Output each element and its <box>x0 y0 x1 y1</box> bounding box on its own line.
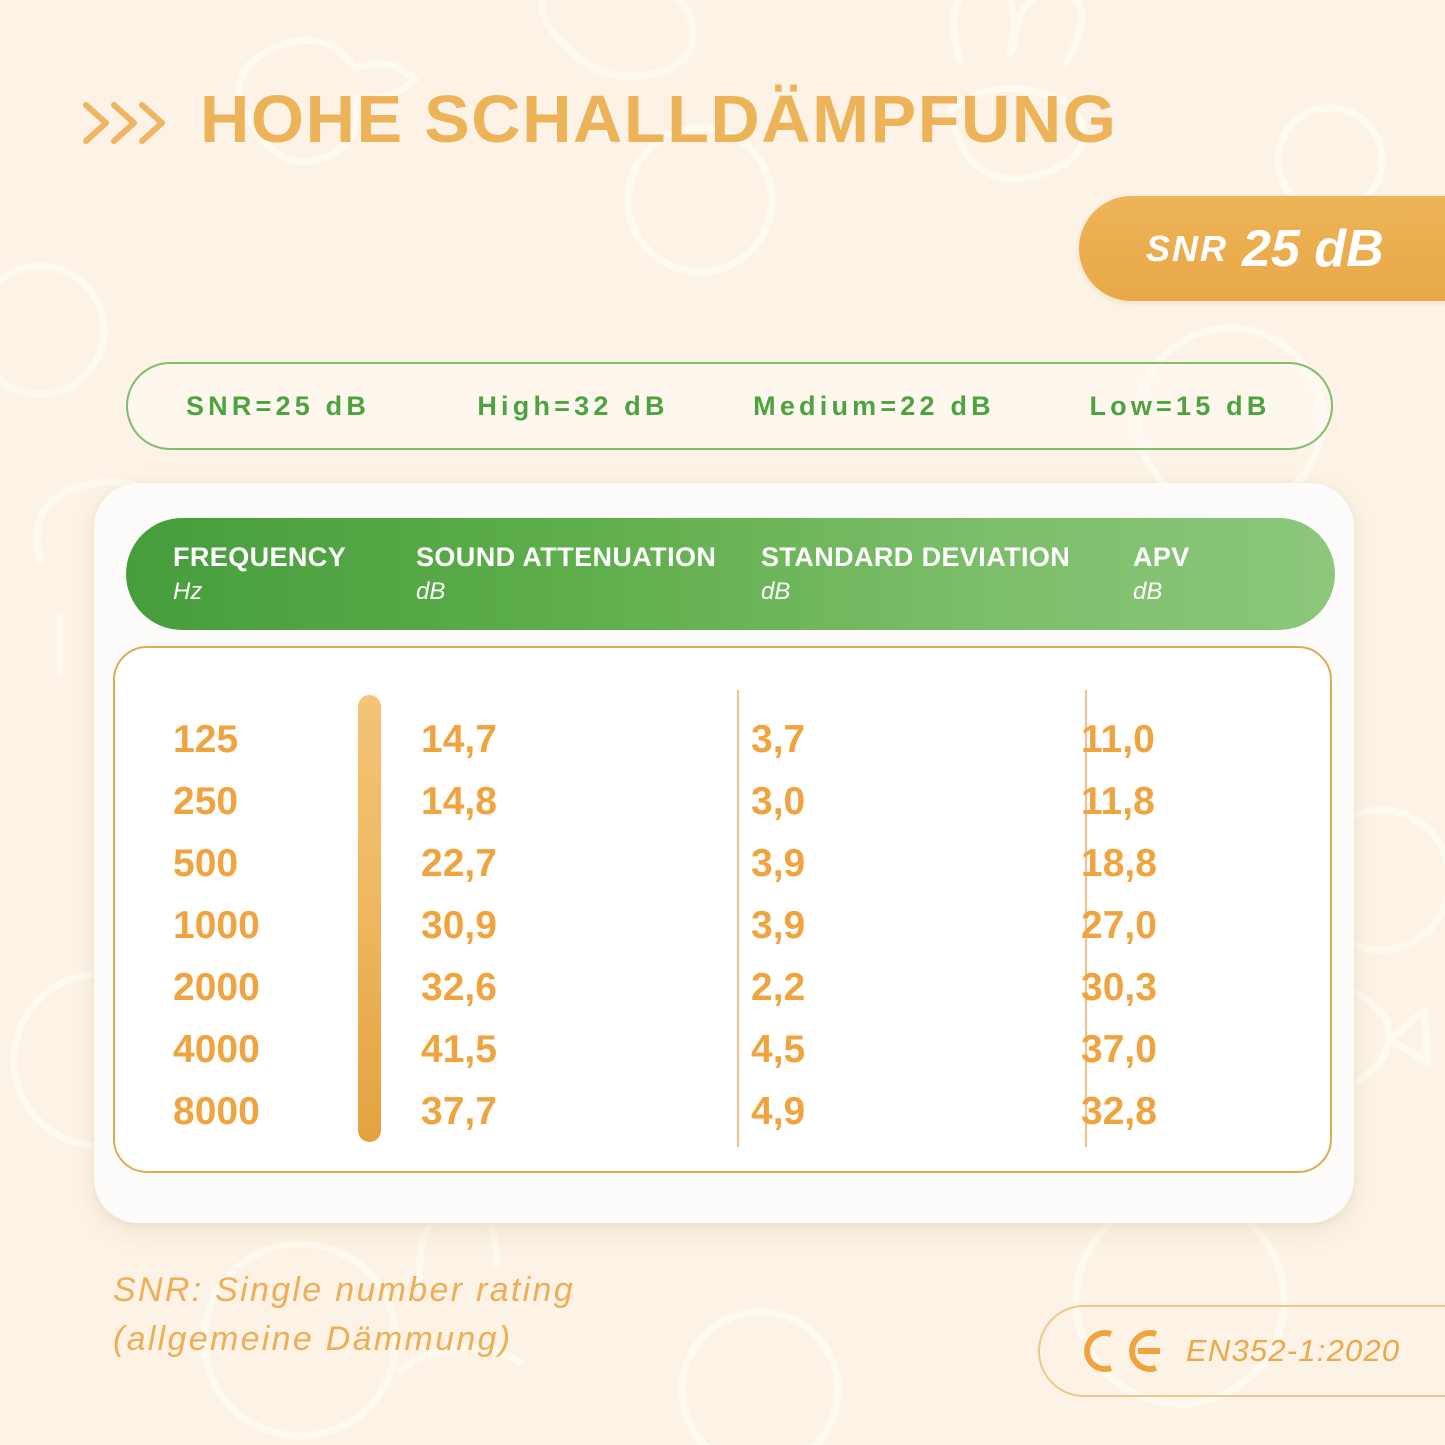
column-title-apv: APV <box>1133 541 1190 572</box>
ce-standard-label: EN352-1:2020 <box>1186 1333 1401 1368</box>
column-unit-frequency: Hz <box>173 578 203 606</box>
cell-apv: 32,8 <box>1081 1089 1157 1133</box>
cell-deviation: 4,5 <box>751 1027 806 1071</box>
cell-apv: 11,8 <box>1081 779 1155 823</box>
snr-footnote-line-2: (allgemeine Dämmung) <box>113 1320 513 1359</box>
snr-badge: SNR 25 dB <box>1079 196 1445 301</box>
cell-frequency: 2000 <box>173 965 260 1009</box>
cell-attenuation: 14,7 <box>421 717 497 761</box>
cell-attenuation: 30,9 <box>421 903 497 947</box>
table-body-rows: 125 14,7 3,7 11,0 250 14,8 3,0 11,8 500 22,7 3,9 18… <box>113 646 1332 1173</box>
page-header: HOHE SCHALLDÄMPFUNG <box>78 86 1116 153</box>
table-body-panel <box>113 646 1332 1173</box>
cell-frequency: 500 <box>173 841 239 885</box>
snr-footnote-line-1: SNR: Single number rating <box>113 1271 575 1309</box>
ce-certification-badge: EN352-1:2020 <box>1038 1305 1445 1397</box>
column-unit-standard-deviation: dB <box>761 578 791 606</box>
column-divider-2 <box>1085 690 1087 1147</box>
column-title-frequency: FREQUENCY <box>173 541 347 572</box>
cell-frequency: 8000 <box>173 1089 260 1133</box>
table-column-apv: APV dB <box>1133 541 1253 608</box>
cell-frequency: 125 <box>173 717 239 761</box>
snr-badge-value: 25 dB <box>1242 219 1384 278</box>
cell-attenuation: 37,7 <box>421 1089 497 1133</box>
column-unit-apv: dB <box>1133 578 1163 606</box>
cell-frequency: 250 <box>173 779 239 823</box>
cell-attenuation: 22,7 <box>421 841 497 885</box>
table-header-row: FREQUENCY Hz SOUND ATTENUATION dB STANDA… <box>126 518 1335 630</box>
ce-mark-icon <box>1080 1327 1164 1375</box>
table-row: 8000 37,7 4,9 32,8 <box>113 1080 1332 1142</box>
summary-item-low: Low=15 dB <box>1089 390 1271 421</box>
attenuation-summary-bar: SNR=25 dB High=32 dB Medium=22 dB Low=15… <box>126 362 1333 450</box>
snr-footnote: SNR: Single number rating (allgemeine Dä… <box>113 1266 575 1365</box>
table-row: 250 14,8 3,0 11,8 <box>113 770 1332 832</box>
table-row: 125 14,7 3,7 11,0 <box>113 708 1332 770</box>
column-title-standard-deviation: STANDARD DEVIATION <box>761 541 1071 572</box>
cell-deviation: 3,9 <box>751 841 806 885</box>
cell-apv: 30,3 <box>1081 965 1157 1009</box>
column-divider-1 <box>737 690 739 1147</box>
cell-attenuation: 32,6 <box>421 965 497 1009</box>
cell-deviation: 3,0 <box>751 779 806 823</box>
column-title-sound-attenuation: SOUND ATTENUATION <box>416 541 717 572</box>
cell-apv: 18,8 <box>1081 841 1157 885</box>
triple-chevron-right-icon <box>78 97 174 149</box>
cell-apv: 37,0 <box>1081 1027 1157 1071</box>
table-column-sound-attenuation: SOUND ATTENUATION dB <box>416 541 761 608</box>
cell-frequency: 4000 <box>173 1027 260 1071</box>
cell-frequency: 1000 <box>173 903 260 947</box>
cell-apv: 11,0 <box>1081 717 1155 761</box>
column-unit-sound-attenuation: dB <box>416 578 446 606</box>
cell-deviation: 4,9 <box>751 1089 806 1133</box>
summary-item-high: High=32 dB <box>477 390 669 421</box>
cell-deviation: 2,2 <box>751 965 806 1009</box>
cell-apv: 27,0 <box>1081 903 1157 947</box>
table-column-standard-deviation: STANDARD DEVIATION dB <box>761 541 1133 608</box>
frequency-column-divider <box>358 695 381 1142</box>
cell-attenuation: 41,5 <box>421 1027 497 1071</box>
table-row: 4000 41,5 4,5 37,0 <box>113 1018 1332 1080</box>
summary-item-medium: Medium=22 dB <box>753 390 995 421</box>
table-row: 2000 32,6 2,2 30,3 <box>113 956 1332 1018</box>
table-row: 1000 30,9 3,9 27,0 <box>113 894 1332 956</box>
table-row: 500 22,7 3,9 18,8 <box>113 832 1332 894</box>
cell-deviation: 3,7 <box>751 717 806 761</box>
snr-badge-label: SNR <box>1146 227 1229 269</box>
table-column-frequency: FREQUENCY Hz <box>173 541 416 608</box>
page-title: HOHE SCHALLDÄMPFUNG <box>200 82 1118 157</box>
cell-attenuation: 14,8 <box>421 779 497 823</box>
summary-item-snr: SNR=25 dB <box>185 390 371 421</box>
cell-deviation: 3,9 <box>751 903 806 947</box>
